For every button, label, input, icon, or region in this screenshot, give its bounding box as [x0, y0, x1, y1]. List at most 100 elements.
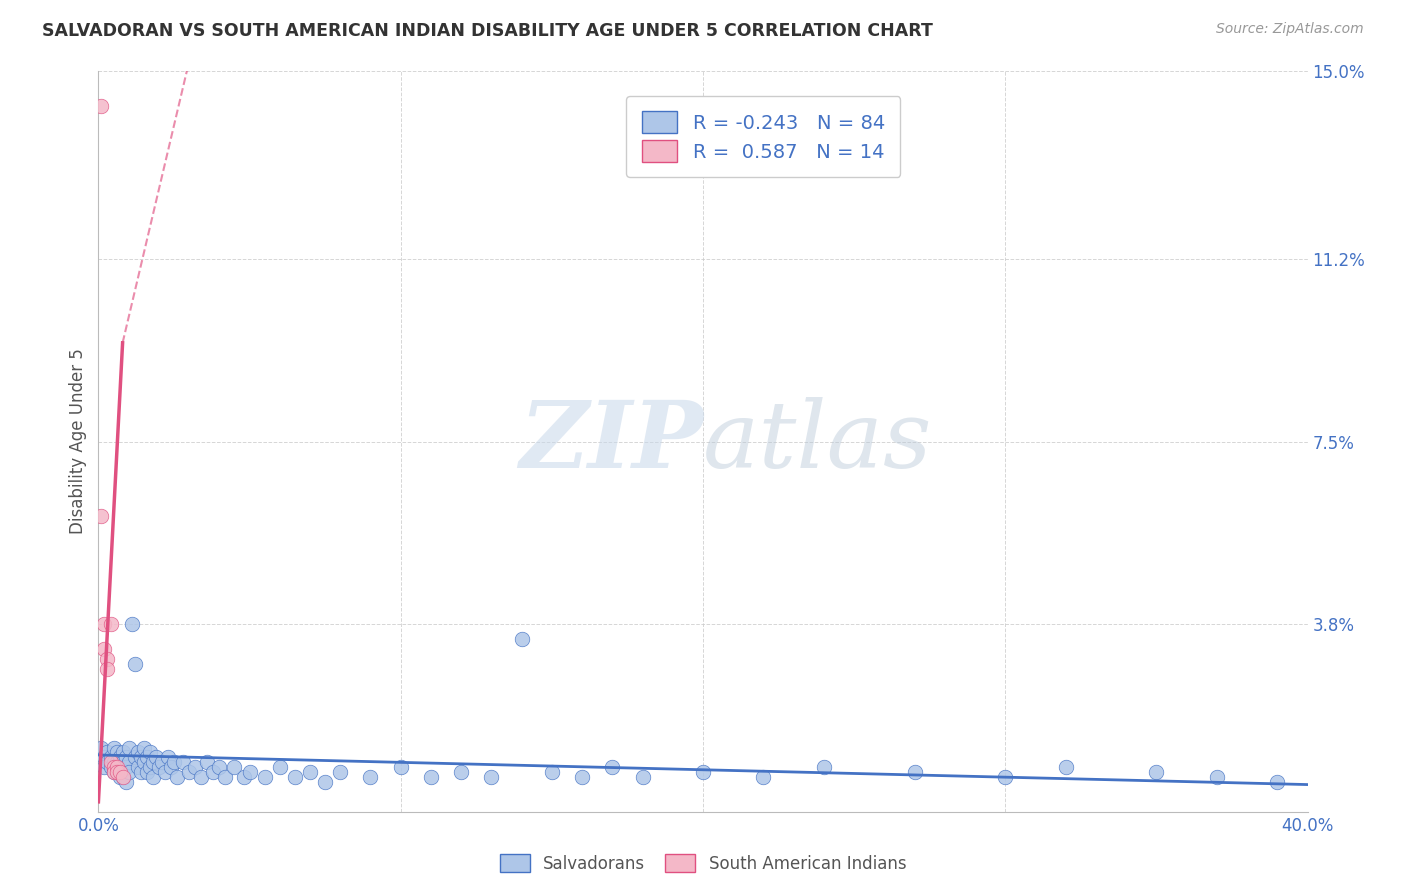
Point [139, 746, 162, 760]
Point [93, 641, 115, 656]
Point [1267, 775, 1289, 789]
Point [129, 765, 152, 780]
Point [105, 760, 128, 774]
Point [139, 760, 162, 774]
Point [124, 657, 146, 671]
Point [105, 756, 128, 770]
Point [190, 770, 212, 784]
Point [135, 765, 157, 780]
Point [111, 770, 134, 784]
Point [269, 760, 291, 774]
Point [93, 617, 115, 632]
Legend: Salvadorans, South American Indians: Salvadorans, South American Indians [494, 847, 912, 880]
Point [108, 765, 131, 780]
Point [118, 740, 141, 755]
Text: Source: ZipAtlas.com: Source: ZipAtlas.com [1216, 22, 1364, 37]
Point [111, 770, 134, 784]
Point [284, 770, 307, 784]
Point [299, 765, 322, 780]
Point [239, 765, 262, 780]
Point [163, 756, 186, 770]
Y-axis label: Disability Age Under 5: Disability Age Under 5 [69, 349, 87, 534]
Point [224, 760, 246, 774]
Point [232, 770, 254, 784]
Point [93, 750, 115, 764]
Point [90, 740, 112, 755]
Text: SALVADORAN VS SOUTH AMERICAN INDIAN DISABILITY AGE UNDER 5 CORRELATION CHART: SALVADORAN VS SOUTH AMERICAN INDIAN DISA… [42, 22, 934, 40]
Point [420, 770, 443, 784]
Point [540, 765, 562, 780]
Point [150, 756, 173, 770]
Point [108, 770, 131, 784]
Point [111, 756, 134, 770]
Point [360, 770, 382, 784]
Point [118, 765, 141, 780]
Point [195, 756, 218, 770]
Point [96, 662, 118, 676]
Point [132, 740, 155, 755]
Point [631, 770, 654, 784]
Point [692, 765, 714, 780]
Point [96, 756, 118, 770]
Point [142, 770, 165, 784]
Point [114, 750, 136, 764]
Point [253, 770, 276, 784]
Point [142, 756, 165, 770]
Point [100, 617, 122, 632]
Point [124, 750, 146, 764]
Point [114, 775, 136, 789]
Point [813, 760, 835, 774]
Point [153, 765, 176, 780]
Point [103, 765, 125, 780]
Point [108, 760, 131, 774]
Point [103, 756, 125, 770]
Point [103, 760, 125, 774]
Point [127, 746, 149, 760]
Point [103, 765, 125, 780]
Point [108, 750, 131, 764]
Text: ZIP: ZIP [519, 397, 703, 486]
Point [93, 760, 115, 774]
Point [994, 770, 1017, 784]
Point [1206, 770, 1229, 784]
Point [1054, 760, 1077, 774]
Point [145, 750, 167, 764]
Point [100, 756, 122, 770]
Point [127, 760, 149, 774]
Point [103, 740, 125, 755]
Point [1144, 765, 1167, 780]
Point [179, 765, 201, 780]
Point [100, 760, 122, 774]
Point [481, 770, 503, 784]
Point [132, 756, 155, 770]
Point [752, 770, 775, 784]
Point [202, 765, 225, 780]
Point [100, 750, 122, 764]
Point [450, 765, 472, 780]
Point [105, 765, 128, 780]
Point [184, 760, 207, 774]
Point [96, 746, 118, 760]
Point [571, 770, 593, 784]
Point [111, 746, 134, 760]
Point [105, 765, 128, 780]
Point [90, 508, 112, 523]
Point [904, 765, 927, 780]
Point [389, 760, 412, 774]
Point [172, 756, 194, 770]
Point [148, 760, 170, 774]
Point [602, 760, 624, 774]
Point [90, 99, 112, 113]
Point [214, 770, 236, 784]
Point [118, 756, 141, 770]
Point [114, 760, 136, 774]
Point [510, 632, 533, 646]
Point [135, 750, 157, 764]
Point [329, 765, 352, 780]
Point [156, 750, 179, 764]
Legend: R = -0.243   N = 84, R =  0.587   N = 14: R = -0.243 N = 84, R = 0.587 N = 14 [627, 95, 900, 178]
Point [121, 617, 143, 632]
Point [208, 760, 231, 774]
Point [129, 750, 152, 764]
Point [105, 746, 128, 760]
